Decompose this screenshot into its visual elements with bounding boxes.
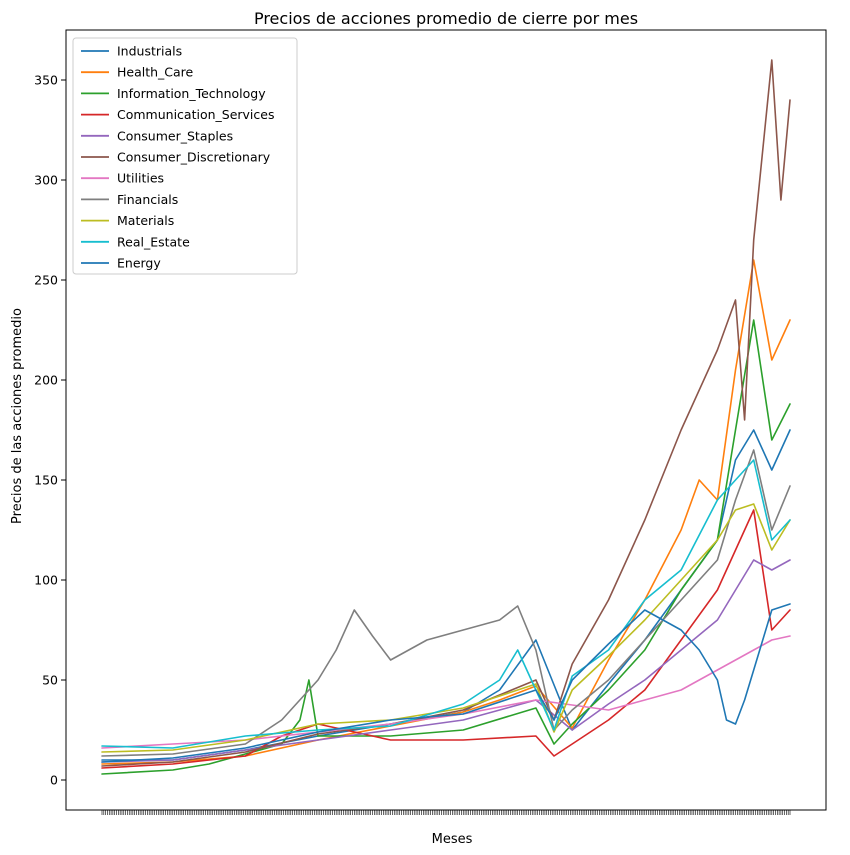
y-tick-label-1: 50 — [42, 673, 58, 688]
series-line-materials — [101, 503, 791, 753]
legend-entry-6: Utilities — [117, 171, 164, 186]
legend-entry-4: Consumer_Staples — [117, 128, 233, 143]
x-axis — [101, 810, 791, 815]
x-tick-marks — [101, 810, 791, 815]
y-tick-label-2: 100 — [34, 573, 58, 588]
series-line-energy — [101, 603, 791, 763]
legend-entry-0: Industrials — [117, 44, 182, 59]
y-axis: 0 50 100 150 200 250 300 350 — [34, 73, 66, 788]
y-tick-label-3: 150 — [34, 473, 58, 488]
legend-entry-9: Real_Estate — [117, 234, 190, 249]
y-tick-label-0: 0 — [50, 773, 58, 788]
series-layer — [101, 59, 791, 775]
series-line-real-estate — [101, 459, 791, 749]
legend-entry-8: Materials — [117, 213, 174, 228]
y-tick-label-5: 250 — [34, 273, 58, 288]
y-tick-label-4: 200 — [34, 373, 58, 388]
series-line-financials — [101, 449, 791, 757]
legend-entry-10: Energy — [117, 256, 161, 271]
chart-title: Precios de acciones promedio de cierre p… — [254, 9, 638, 28]
x-axis-label: Meses — [432, 832, 473, 847]
legend-entry-1: Health_Care — [117, 65, 194, 80]
legend: Industrials Health_Care Information_Techno… — [72, 37, 298, 275]
y-axis-label: Precios de las acciones promedio — [10, 308, 25, 524]
y-tick-label-7: 350 — [34, 73, 58, 88]
legend-box — [72, 37, 298, 275]
series-line-consumer-discretionary — [101, 59, 791, 767]
legend-entry-3: Communication_Services — [117, 107, 274, 122]
legend-entry-7: Financials — [117, 192, 178, 207]
legend-entry-2: Information_Technology — [117, 86, 266, 101]
y-tick-label-6: 300 — [34, 173, 58, 188]
legend-entry-5: Consumer_Discretionary — [117, 150, 271, 165]
